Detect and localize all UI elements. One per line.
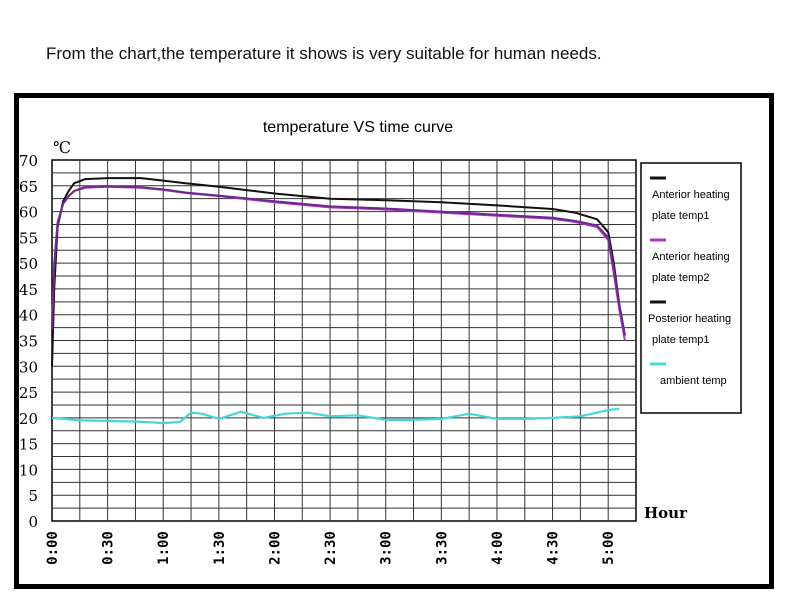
legend-box (640, 162, 742, 414)
y-tick-label: 50 (19, 255, 38, 273)
chart-grid (51, 159, 637, 522)
x-axis-ticks: 0:00 0:30 1:00 1:30 2:00 2:30 3:00 3:30 4:00 4:30… (45, 531, 617, 565)
y-tick-label: 60 (19, 204, 38, 222)
y-tick-label: 20 (19, 410, 38, 428)
x-tick-label: 2:00 (267, 531, 283, 565)
series-line-4 (51, 407, 620, 425)
y-tick-label: 40 (19, 307, 38, 325)
x-tick-label: 4:30 (546, 531, 562, 565)
x-tick-label: 1:00 (156, 531, 172, 565)
legend-label: Anterior heating plate temp2 (652, 251, 730, 284)
y-tick-label: 70 (19, 152, 38, 170)
y-tick-label: 45 (19, 281, 38, 299)
y-tick-label: 5 (28, 487, 38, 505)
series-line-2 (51, 185, 626, 341)
x-tick-label: 0:00 (45, 531, 61, 565)
legend-label: Posterior heating plate temp1 (648, 313, 731, 346)
series-layer (51, 177, 626, 425)
y-tick-label: 0 (28, 513, 38, 531)
series-line-3 (51, 185, 626, 336)
series-line-1 (51, 177, 626, 367)
x-tick-label: 0:30 (101, 531, 117, 565)
y-tick-label: 10 (19, 461, 38, 479)
y-tick-label: 35 (19, 333, 38, 351)
page-caption: From the chart,the temperature it shows … (46, 44, 602, 63)
x-tick-label: 5:00 (601, 531, 617, 565)
y-tick-label: 15 (19, 436, 38, 454)
y-tick-label: 65 (19, 178, 38, 196)
y-tick-label: 30 (19, 358, 38, 376)
x-tick-label: 3:30 (434, 531, 450, 565)
x-tick-label: 4:00 (490, 531, 506, 565)
chart-legend: Anterior heating plate temp1 Anterior heat… (640, 162, 742, 414)
y-tick-label: 55 (19, 229, 38, 247)
y-axis-ticks: 0 5 10 15 20 25 30 35 40 45 50 55 60 65 70 (19, 152, 38, 531)
x-tick-label: 2:30 (323, 531, 339, 565)
legend-label: Anterior heating plate temp1 (652, 189, 730, 222)
x-axis-unit-label: Hour (644, 504, 688, 522)
x-tick-label: 1:30 (212, 531, 228, 565)
x-tick-label: 3:00 (379, 531, 395, 565)
legend-label: ambient temp (660, 375, 727, 387)
y-tick-label: 25 (19, 384, 38, 402)
chart-title: temperature VS time curve (263, 119, 453, 136)
y-axis-unit-label: ℃ (53, 138, 71, 157)
